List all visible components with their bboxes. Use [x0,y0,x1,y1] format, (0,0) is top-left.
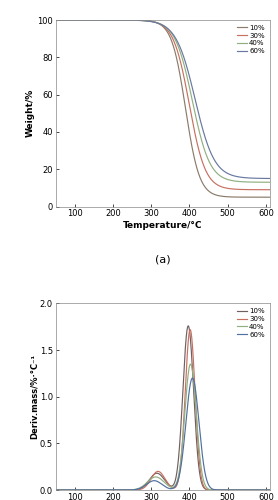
40% [262,179,265,185]
30% [158,469,161,475]
30% [262,186,265,192]
30% [65,17,68,23]
30% [262,487,265,493]
Legend: 10%, 30%, 40%, 60%: 10%, 30%, 40%, 60% [235,307,266,339]
40% [54,487,57,493]
40% [54,17,57,23]
60% [152,19,156,25]
10% [268,194,271,200]
10% [262,487,265,493]
60% [223,487,226,493]
30% [223,487,226,493]
60% [152,478,156,484]
40% [158,476,161,482]
60% [262,487,265,493]
60% [262,487,265,493]
30% [268,487,271,493]
60% [65,487,68,493]
10% [54,487,57,493]
40% [189,361,192,367]
60% [65,17,68,23]
30% [262,186,265,192]
Line: 40%: 40% [56,364,270,490]
Line: 60%: 60% [56,378,270,490]
40% [262,487,265,493]
10% [262,194,265,200]
X-axis label: Temperature/°C: Temperature/°C [123,221,202,230]
40% [65,17,68,23]
40% [152,19,156,25]
10% [158,21,161,27]
60% [222,168,226,174]
30% [65,487,68,493]
10% [223,487,226,493]
Line: 60%: 60% [56,20,270,178]
60% [54,487,57,493]
30% [152,472,156,478]
10% [152,19,156,25]
40% [158,20,161,26]
30% [268,186,271,192]
60% [54,17,57,23]
30% [188,326,192,332]
40% [268,179,271,185]
40% [262,487,265,493]
30% [54,17,57,23]
Line: 10%: 10% [56,326,270,490]
60% [158,480,161,486]
30% [222,184,226,190]
Line: 40%: 40% [56,20,270,182]
10% [262,194,265,200]
30% [262,487,265,493]
10% [187,323,190,329]
10% [65,17,68,23]
30% [54,487,57,493]
40% [223,487,226,493]
60% [262,176,265,182]
Y-axis label: Deriv.mass/%·°C⁻¹: Deriv.mass/%·°C⁻¹ [29,354,38,440]
10% [152,472,156,478]
10% [65,487,68,493]
60% [191,375,194,381]
60% [158,21,161,27]
30% [158,21,161,27]
10% [54,17,57,23]
40% [268,487,271,493]
10% [268,487,271,493]
60% [268,176,271,182]
40% [65,487,68,493]
Y-axis label: Weight/%: Weight/% [25,89,34,138]
Line: 10%: 10% [56,20,270,197]
Text: (a): (a) [155,255,170,265]
10% [222,194,226,200]
Line: 30%: 30% [56,20,270,190]
Legend: 10%, 30%, 40%, 60%: 10%, 30%, 40%, 60% [235,24,266,56]
60% [262,176,265,182]
Line: 30%: 30% [56,330,270,490]
30% [152,19,156,25]
40% [262,179,265,185]
60% [268,487,271,493]
10% [158,472,161,478]
40% [222,175,226,181]
10% [262,487,265,493]
40% [152,474,156,480]
